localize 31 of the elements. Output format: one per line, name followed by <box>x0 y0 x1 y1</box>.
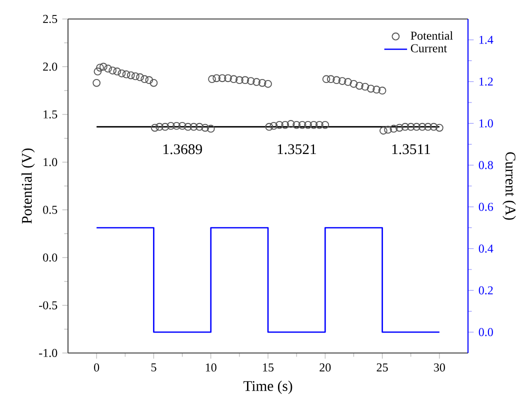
annotation: 1.3511 <box>392 144 430 154</box>
y-tick-label: 0.0 <box>43 253 58 262</box>
y2-tick-label: 1.0 <box>479 119 493 128</box>
y2-tick-label: 1.4 <box>479 36 494 44</box>
x-tick-label: 0 <box>94 363 100 372</box>
x-tick-label: 25 <box>376 363 388 372</box>
y2-axis-title: Current (A) <box>502 152 516 220</box>
y-tick-label: 0.5 <box>43 206 58 214</box>
y2-tick-label: 0.6 <box>478 202 494 211</box>
y-tick-label: 1.5 <box>44 110 58 118</box>
x-tick-label: 5 <box>151 363 156 372</box>
annotation: 1.3521 <box>278 144 316 154</box>
x-tick-label: 20 <box>320 363 331 372</box>
x-tick-label: 30 <box>434 363 445 372</box>
annotation: 1.3689 <box>164 144 202 154</box>
y-tick-label: 2.5 <box>43 14 58 24</box>
y2-tick-label: 1.2 <box>479 78 493 86</box>
legend-label: Potential <box>410 31 453 40</box>
y-axis-title: Potential (V) <box>22 148 35 224</box>
y2-tick-label: 0.2 <box>478 286 493 294</box>
y-tick-label: -0.5 <box>39 301 58 310</box>
x-axis-title: Time (s) <box>243 380 292 394</box>
legend-label: Current <box>410 44 447 52</box>
y2-tick-label: 0.4 <box>478 244 494 253</box>
y-tick-label: 1.0 <box>44 158 58 166</box>
y2-tick-label: 0.8 <box>478 161 493 170</box>
y-tick-label: -1.0 <box>39 348 58 358</box>
x-tick-label: 15 <box>263 363 274 372</box>
y-tick-label: 2.0 <box>43 62 58 71</box>
y2-tick-label: 0.0 <box>478 328 493 336</box>
x-tick-label: 10 <box>206 363 216 372</box>
